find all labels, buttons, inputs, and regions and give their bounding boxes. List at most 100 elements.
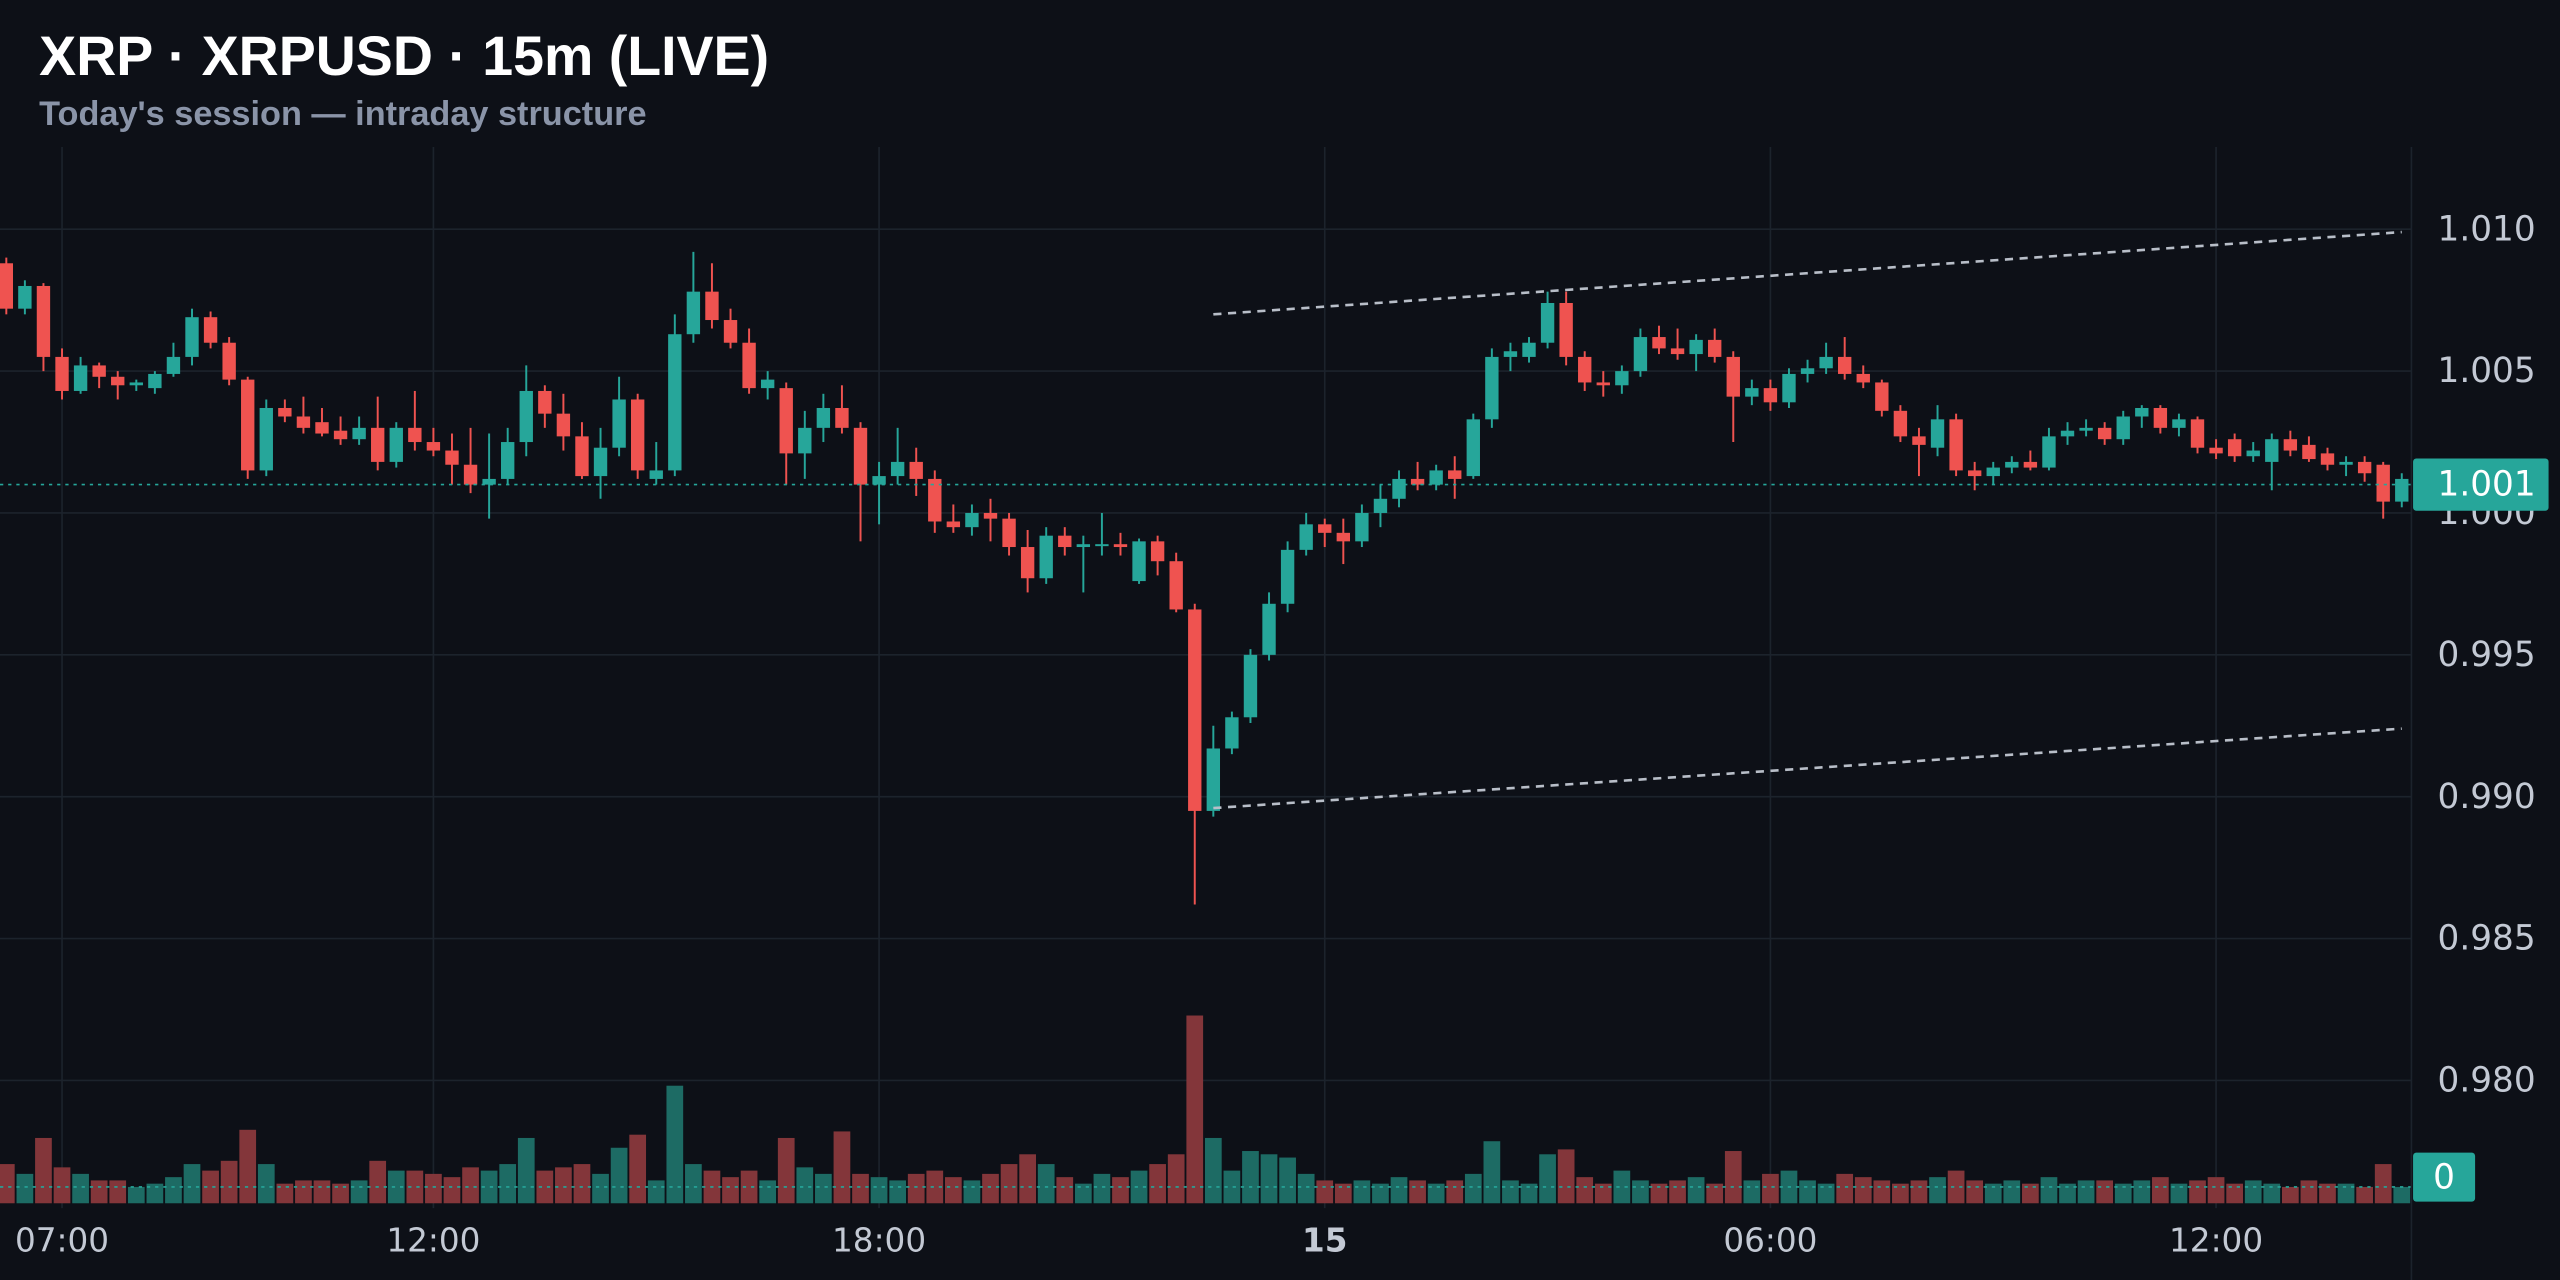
y-tick-label: 0.985 — [2438, 919, 2536, 959]
candle-body — [1912, 436, 1926, 445]
volume-bar — [2226, 1183, 2244, 1204]
volume-bar — [1297, 1173, 1315, 1204]
candle-body — [1355, 512, 1369, 542]
candle-body — [501, 442, 515, 479]
volume-bar — [1929, 1177, 1946, 1204]
candle-body — [463, 464, 478, 485]
volume-bar — [740, 1170, 758, 1204]
volume-bar — [165, 1177, 182, 1204]
candle-body — [2357, 461, 2372, 474]
volume-bar — [1056, 1177, 1074, 1204]
candle-body — [1949, 419, 1963, 471]
candle-body — [872, 476, 886, 485]
volume-bar — [1019, 1154, 1036, 1204]
y-tick-label: 0.995 — [2438, 635, 2536, 675]
volume-bar — [2337, 1183, 2355, 1204]
candle-body — [538, 390, 552, 414]
volume-bar — [72, 1173, 89, 1204]
volume-bar — [1464, 1173, 1482, 1204]
volume-bar — [239, 1129, 257, 1204]
candle-body — [2320, 453, 2335, 465]
volume-bar — [202, 1170, 219, 1204]
candle-body — [315, 422, 329, 434]
candle-body — [129, 382, 143, 386]
candle-body — [1410, 478, 1425, 485]
candle-body — [148, 373, 162, 389]
volume-bar — [1892, 1183, 1909, 1204]
candle-body — [2227, 439, 2242, 457]
candle-body — [1800, 368, 1815, 374]
volume-bar — [1762, 1173, 1779, 1204]
volume-bar — [462, 1167, 479, 1204]
volume-bar — [685, 1164, 702, 1204]
volume-bar — [2003, 1180, 2021, 1204]
x-tick-label: 06:00 — [1723, 1221, 1817, 1259]
volume-bar — [369, 1160, 387, 1204]
candle-body — [1596, 382, 1610, 386]
candle-body — [575, 436, 589, 477]
volume-bar — [889, 1180, 907, 1204]
candle-body — [1392, 478, 1406, 499]
candle-body — [946, 521, 961, 528]
candle-body — [1336, 532, 1350, 542]
volume-pane — [0, 1015, 2412, 1204]
candle-body — [1726, 356, 1740, 397]
candle-body — [1875, 382, 1889, 411]
volume-bar — [647, 1180, 665, 1204]
candle-body — [0, 263, 13, 309]
candle-body — [2283, 439, 2298, 451]
volume-bar — [852, 1173, 869, 1204]
candle-body — [1002, 518, 1016, 548]
volume-bar — [629, 1134, 647, 1204]
candle-body — [2079, 427, 2093, 431]
volume-bar — [759, 1180, 777, 1204]
candle-body — [1280, 549, 1295, 604]
candle-body — [2246, 450, 2260, 457]
volume-bar — [2096, 1180, 2114, 1204]
candle-body — [2190, 419, 2205, 448]
price-pane — [0, 230, 2412, 905]
volume-bar — [2374, 1164, 2392, 1204]
volume-bar — [963, 1180, 981, 1204]
candle-body — [1670, 348, 1685, 355]
volume-bar — [1557, 1149, 1575, 1204]
candle-body — [668, 334, 682, 471]
candle-body — [278, 407, 292, 417]
candle-body — [2395, 478, 2409, 502]
candle-body — [835, 407, 849, 428]
candle-body — [816, 407, 831, 428]
volume-bar — [1446, 1180, 1464, 1204]
volume-bar — [1186, 1015, 1204, 1204]
candle-body — [1782, 373, 1796, 403]
candle-body — [2209, 447, 2223, 454]
volume-bar — [982, 1173, 999, 1204]
candle-body — [2376, 464, 2390, 502]
candle-body — [1058, 535, 1072, 548]
volume-bar — [1984, 1183, 2002, 1204]
candle-body — [1503, 351, 1518, 357]
candle-body — [408, 427, 422, 443]
volume-bar — [1706, 1183, 1724, 1204]
trendline — [1213, 230, 2402, 316]
candle-body — [2023, 461, 2038, 468]
volume-bar — [1149, 1164, 1166, 1204]
volume-bar — [1724, 1151, 1742, 1204]
candle-body — [1652, 337, 1666, 349]
x-tick-label: 18:00 — [832, 1221, 926, 1259]
volume-bar — [555, 1167, 572, 1204]
candle-body — [630, 399, 645, 471]
volume-bar — [1669, 1180, 1686, 1204]
volume-bar — [1130, 1170, 1148, 1204]
candle-body — [2097, 427, 2112, 440]
candle-body — [73, 365, 88, 391]
candle-body — [1448, 470, 1462, 479]
candle-body — [1188, 609, 1202, 811]
candle-body — [1540, 303, 1555, 343]
candle-body — [779, 388, 793, 454]
x-tick-label: 15 — [1302, 1221, 1347, 1259]
volume-bar — [1409, 1180, 1426, 1204]
chart-title: XRP · XRPUSD · 15m (LIVE) — [39, 25, 769, 87]
